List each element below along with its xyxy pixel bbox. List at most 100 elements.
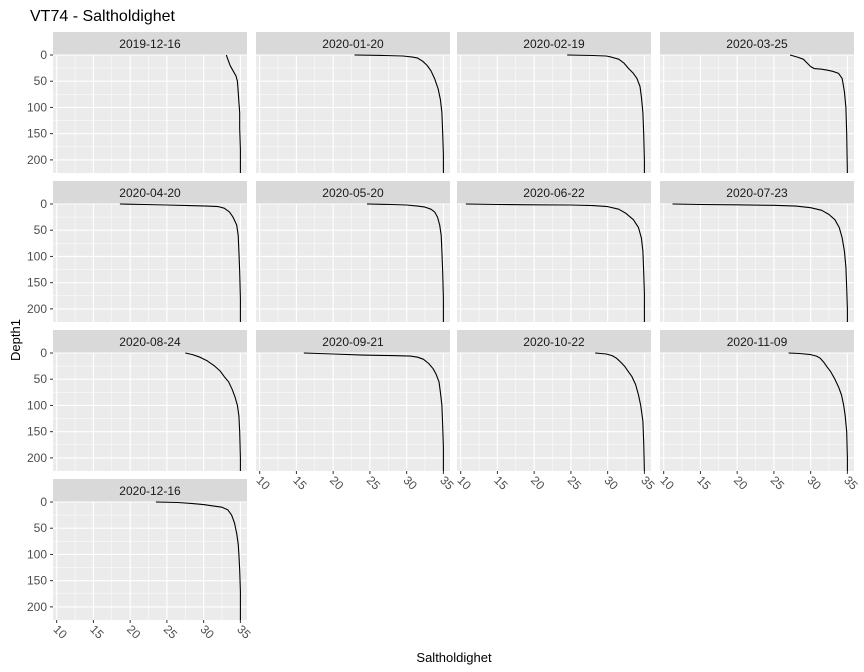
facet-panel: 2019-12-16 0 50 100 150 200 (27, 32, 247, 173)
x-tick-label: 15 (491, 473, 511, 493)
facet-strip-label: 2020-07-23 (726, 186, 788, 200)
facet-strip (660, 181, 854, 204)
y-tick-label: 0 (40, 197, 47, 211)
salinity-profile-line (225, 54, 241, 173)
y-tick-label: 50 (34, 74, 48, 88)
facet-panel: 2020-10-22 10 15 20 25 30 35 (455, 330, 658, 493)
facet-panel: 2020-08-24 0 50 100 150 200 (27, 330, 247, 471)
salinity-profile-line (465, 203, 645, 322)
facet-strip-label: 2019-12-16 (119, 37, 181, 51)
facet-strip (53, 181, 247, 204)
x-tick-label: 15 (290, 473, 310, 493)
x-tick-label: 10 (658, 473, 678, 493)
salinity-profile-line (567, 54, 645, 173)
x-tick-label: 15 (87, 622, 107, 642)
x-tick-label: 20 (327, 473, 347, 493)
chart-title: VT74 - Saltholdighet (30, 8, 176, 25)
facet-strip-label: 2020-08-24 (119, 335, 181, 349)
y-tick-label: 200 (27, 153, 47, 167)
x-tick-label: 35 (234, 622, 254, 642)
panel-background (660, 55, 854, 173)
x-tick-label: 35 (841, 473, 861, 493)
x-tick-label: 30 (805, 473, 825, 493)
salinity-profile-line (788, 352, 848, 471)
y-tick-label: 150 (27, 574, 47, 588)
x-tick-label: 20 (124, 622, 144, 642)
facet-panel: 2020-01-20 (256, 32, 450, 173)
salinity-profile-line (354, 54, 444, 173)
facet-strip (660, 330, 854, 353)
x-tick-label: 25 (565, 473, 585, 493)
y-tick-label: 100 (27, 249, 47, 263)
y-axis-title: Depth1 (8, 319, 23, 361)
x-axis-title: Saltholdighet (416, 650, 492, 665)
y-tick-label: 150 (27, 276, 47, 290)
facet-panel: 2020-03-25 (660, 32, 854, 174)
facet-strip (457, 181, 651, 204)
panel-background (53, 55, 247, 173)
x-tick-label: 10 (51, 622, 71, 642)
y-tick-label: 200 (27, 302, 47, 316)
facet-strip-label: 2020-03-25 (726, 37, 788, 51)
y-tick-label: 0 (40, 48, 47, 62)
facet-strip (53, 32, 247, 55)
y-tick-label: 200 (27, 600, 47, 614)
x-tick-label: 30 (602, 473, 622, 493)
y-tick-label: 50 (34, 521, 48, 535)
panel-background (457, 353, 651, 471)
facet-panel: 2020-12-16 0 50 100 150 200 10 15 20 25 30 35 (27, 479, 254, 642)
panel-background (256, 353, 450, 471)
x-tick-label: 25 (364, 473, 384, 493)
salinity-profile-line (595, 352, 645, 472)
facet-strip (53, 479, 247, 502)
y-tick-label: 100 (27, 547, 47, 561)
panel-background (53, 204, 247, 322)
facet-strip (457, 32, 651, 55)
salinity-profile-line (119, 203, 241, 322)
y-tick-label: 100 (27, 100, 47, 114)
facet-panel: 2020-06-22 (457, 181, 651, 322)
facet-strip (660, 32, 854, 55)
x-tick-label: 35 (437, 473, 457, 493)
x-tick-label: 30 (401, 473, 421, 493)
facet-strip (457, 330, 651, 353)
x-tick-label: 20 (731, 473, 751, 493)
facet-strip-label: 2020-04-20 (119, 186, 181, 200)
facet-panel: 2020-05-20 (256, 181, 450, 322)
x-tick-label: 30 (198, 622, 218, 642)
panel-background (256, 55, 450, 173)
facet-strip-label: 2020-02-19 (523, 37, 585, 51)
panel-background (660, 353, 854, 471)
facet-strip (53, 330, 247, 353)
facet-panel: 2020-02-19 (457, 32, 651, 173)
salinity-profile-line (789, 54, 848, 174)
x-tick-label: 25 (768, 473, 788, 493)
facet-strip-label: 2020-12-16 (119, 484, 181, 498)
y-tick-label: 50 (34, 223, 48, 237)
facet-strip-label: 2020-06-22 (523, 186, 585, 200)
x-tick-label: 20 (528, 473, 548, 493)
panel-background (457, 204, 651, 322)
facet-strip-label: 2020-11-09 (727, 335, 788, 349)
panel-background (53, 353, 247, 471)
y-tick-label: 0 (40, 495, 47, 509)
y-tick-label: 0 (40, 346, 47, 360)
panel-background (457, 55, 651, 173)
y-tick-label: 150 (27, 425, 47, 439)
salinity-profile-line (155, 501, 241, 620)
facet-strip-label: 2020-09-21 (322, 335, 384, 349)
facet-panel: 2020-04-20 0 50 100 150 200 (27, 181, 247, 322)
panel-background (53, 502, 247, 620)
facet-strip (256, 32, 450, 55)
facet-panel: 2020-07-23 (660, 181, 854, 322)
x-tick-label: 35 (638, 473, 658, 493)
x-tick-label: 15 (694, 473, 714, 493)
y-tick-label: 100 (27, 398, 47, 412)
x-tick-label: 10 (254, 473, 274, 493)
facet-panel: 2020-09-21 10 15 20 25 30 35 (254, 330, 457, 493)
panel-background (256, 204, 450, 322)
y-tick-label: 50 (34, 372, 48, 386)
facet-strip-label: 2020-05-20 (322, 186, 384, 200)
